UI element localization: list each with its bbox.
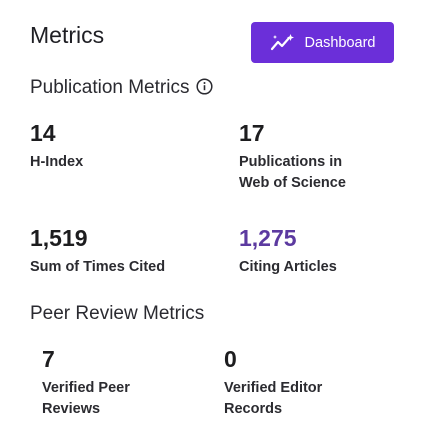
sum-times-cited-metric: 1,519 Sum of Times Cited bbox=[30, 224, 220, 278]
citing-articles-label: Citing Articles bbox=[239, 259, 337, 275]
publication-metrics-title: Publication Metrics bbox=[30, 77, 190, 98]
verified-peer-reviews-label: Verified Peer Reviews bbox=[42, 380, 130, 417]
publications-wos-label: Publications in Web of Science bbox=[239, 154, 346, 191]
h-index-metric: 14 H-Index bbox=[30, 119, 210, 173]
publications-wos-metric[interactable]: 17 Publications in Web of Science bbox=[239, 119, 369, 194]
h-index-label: H-Index bbox=[30, 154, 84, 170]
verified-peer-reviews-value: 7 bbox=[42, 346, 55, 372]
h-index-value: 14 bbox=[30, 120, 56, 146]
page-title: Metrics bbox=[30, 22, 105, 48]
publication-metrics-heading: Publication Metrics bbox=[30, 77, 214, 99]
verified-editor-records-metric: 0 Verified Editor Records bbox=[224, 345, 344, 420]
citing-articles-metric[interactable]: 1,275 Citing Articles bbox=[239, 224, 399, 278]
peer-review-metrics-heading: Peer Review Metrics bbox=[30, 303, 204, 325]
peer-review-metrics-title: Peer Review Metrics bbox=[30, 303, 205, 324]
publications-wos-value[interactable]: 17 bbox=[239, 120, 265, 146]
verified-editor-records-label: Verified Editor Records bbox=[224, 380, 323, 417]
info-icon[interactable] bbox=[196, 77, 214, 95]
sum-times-cited-value: 1,519 bbox=[30, 225, 88, 251]
sum-times-cited-label: Sum of Times Cited bbox=[30, 259, 166, 275]
dashboard-button[interactable]: Dashboard bbox=[251, 22, 394, 63]
dashboard-button-label: Dashboard bbox=[304, 34, 376, 51]
citing-articles-value[interactable]: 1,275 bbox=[239, 225, 297, 251]
verified-peer-reviews-metric: 7 Verified Peer Reviews bbox=[42, 345, 162, 420]
sparkle-chart-icon bbox=[270, 33, 296, 53]
verified-editor-records-value: 0 bbox=[224, 346, 237, 372]
